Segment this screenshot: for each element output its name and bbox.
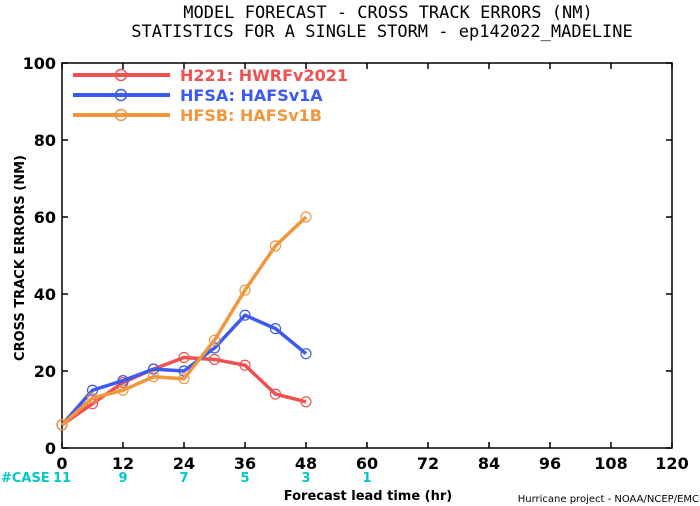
chart-subtitle: STATISTICS FOR A SINGLE STORM - ep142022… [131, 22, 633, 42]
case-count: 3 [301, 471, 310, 486]
legend-label: H221: HWRFv2021 [180, 66, 348, 85]
x-tick-label: 60 [356, 454, 378, 473]
x-tick-label: 120 [655, 454, 688, 473]
x-tick-label: 108 [594, 454, 627, 473]
data-point-marker [300, 396, 312, 408]
plot-frame [61, 62, 673, 449]
data-point-marker [269, 388, 282, 400]
x-tick-label: 72 [417, 454, 439, 473]
x-tick-label: 48 [295, 454, 317, 473]
y-tick-label: 0 [45, 439, 56, 458]
y-tick-label: 40 [34, 285, 56, 304]
y-tick-label: 100 [23, 54, 56, 73]
case-counts: #CASE 11 9 7 5 3 1 [1, 471, 372, 486]
axes: 0 12 24 36 48 60 72 84 96 108 120 0 20 40 60 80 100 [23, 54, 689, 473]
data-point-marker [300, 211, 312, 223]
case-count: 1 [362, 471, 371, 486]
x-axis-label: Forecast lead time (hr) [284, 489, 452, 504]
case-count: 11 [53, 471, 71, 486]
data-point-marker [86, 392, 99, 404]
data-point-marker [239, 284, 251, 296]
y-tick-label: 60 [34, 208, 56, 227]
series-line [60, 215, 308, 427]
legend-marker [114, 88, 128, 102]
data-point-marker [239, 359, 251, 371]
y-tick-label: 80 [34, 131, 56, 150]
data-point-marker [269, 323, 282, 335]
legend-label: HFSB: HAFSv1B [180, 106, 322, 125]
data-point-marker [147, 371, 160, 383]
y-axis-label: CROSS TRACK ERRORS (NM) [13, 155, 28, 361]
data-point-marker [269, 240, 282, 252]
data-point-marker [208, 353, 221, 366]
case-count: 9 [118, 471, 127, 486]
data-point-marker [208, 334, 221, 346]
x-tick-label: 12 [112, 454, 134, 473]
data-point-marker [178, 373, 190, 385]
x-tick-label: 36 [234, 454, 256, 473]
legend-marker [114, 108, 128, 122]
chart-title: MODEL FORECAST - CROSS TRACK ERRORS (NM) [183, 3, 592, 23]
data-point-marker [56, 419, 68, 431]
credit-text: Hurricane project - NOAA/NCEP/EMC [518, 494, 699, 505]
legend-marker [114, 68, 128, 82]
case-label: #CASE [1, 471, 50, 486]
x-tick-label: 96 [539, 454, 561, 473]
data-point-marker [117, 384, 129, 396]
case-count: 7 [179, 471, 188, 486]
data-point-marker [239, 309, 251, 321]
series-line [60, 313, 308, 427]
x-tick-label: 24 [173, 454, 195, 473]
data-point-marker [178, 351, 190, 364]
series-lines [56, 211, 312, 431]
x-tick-label: 84 [478, 454, 500, 473]
data-point-marker [147, 363, 160, 375]
data-point-marker [300, 348, 312, 360]
case-count: 5 [240, 471, 249, 486]
legend-label: HFSA: HAFSv1A [180, 86, 323, 105]
x-tick-label: 0 [56, 454, 67, 473]
data-point-marker [86, 384, 99, 396]
series-line [61, 355, 307, 427]
y-tick-label: 20 [34, 362, 56, 381]
